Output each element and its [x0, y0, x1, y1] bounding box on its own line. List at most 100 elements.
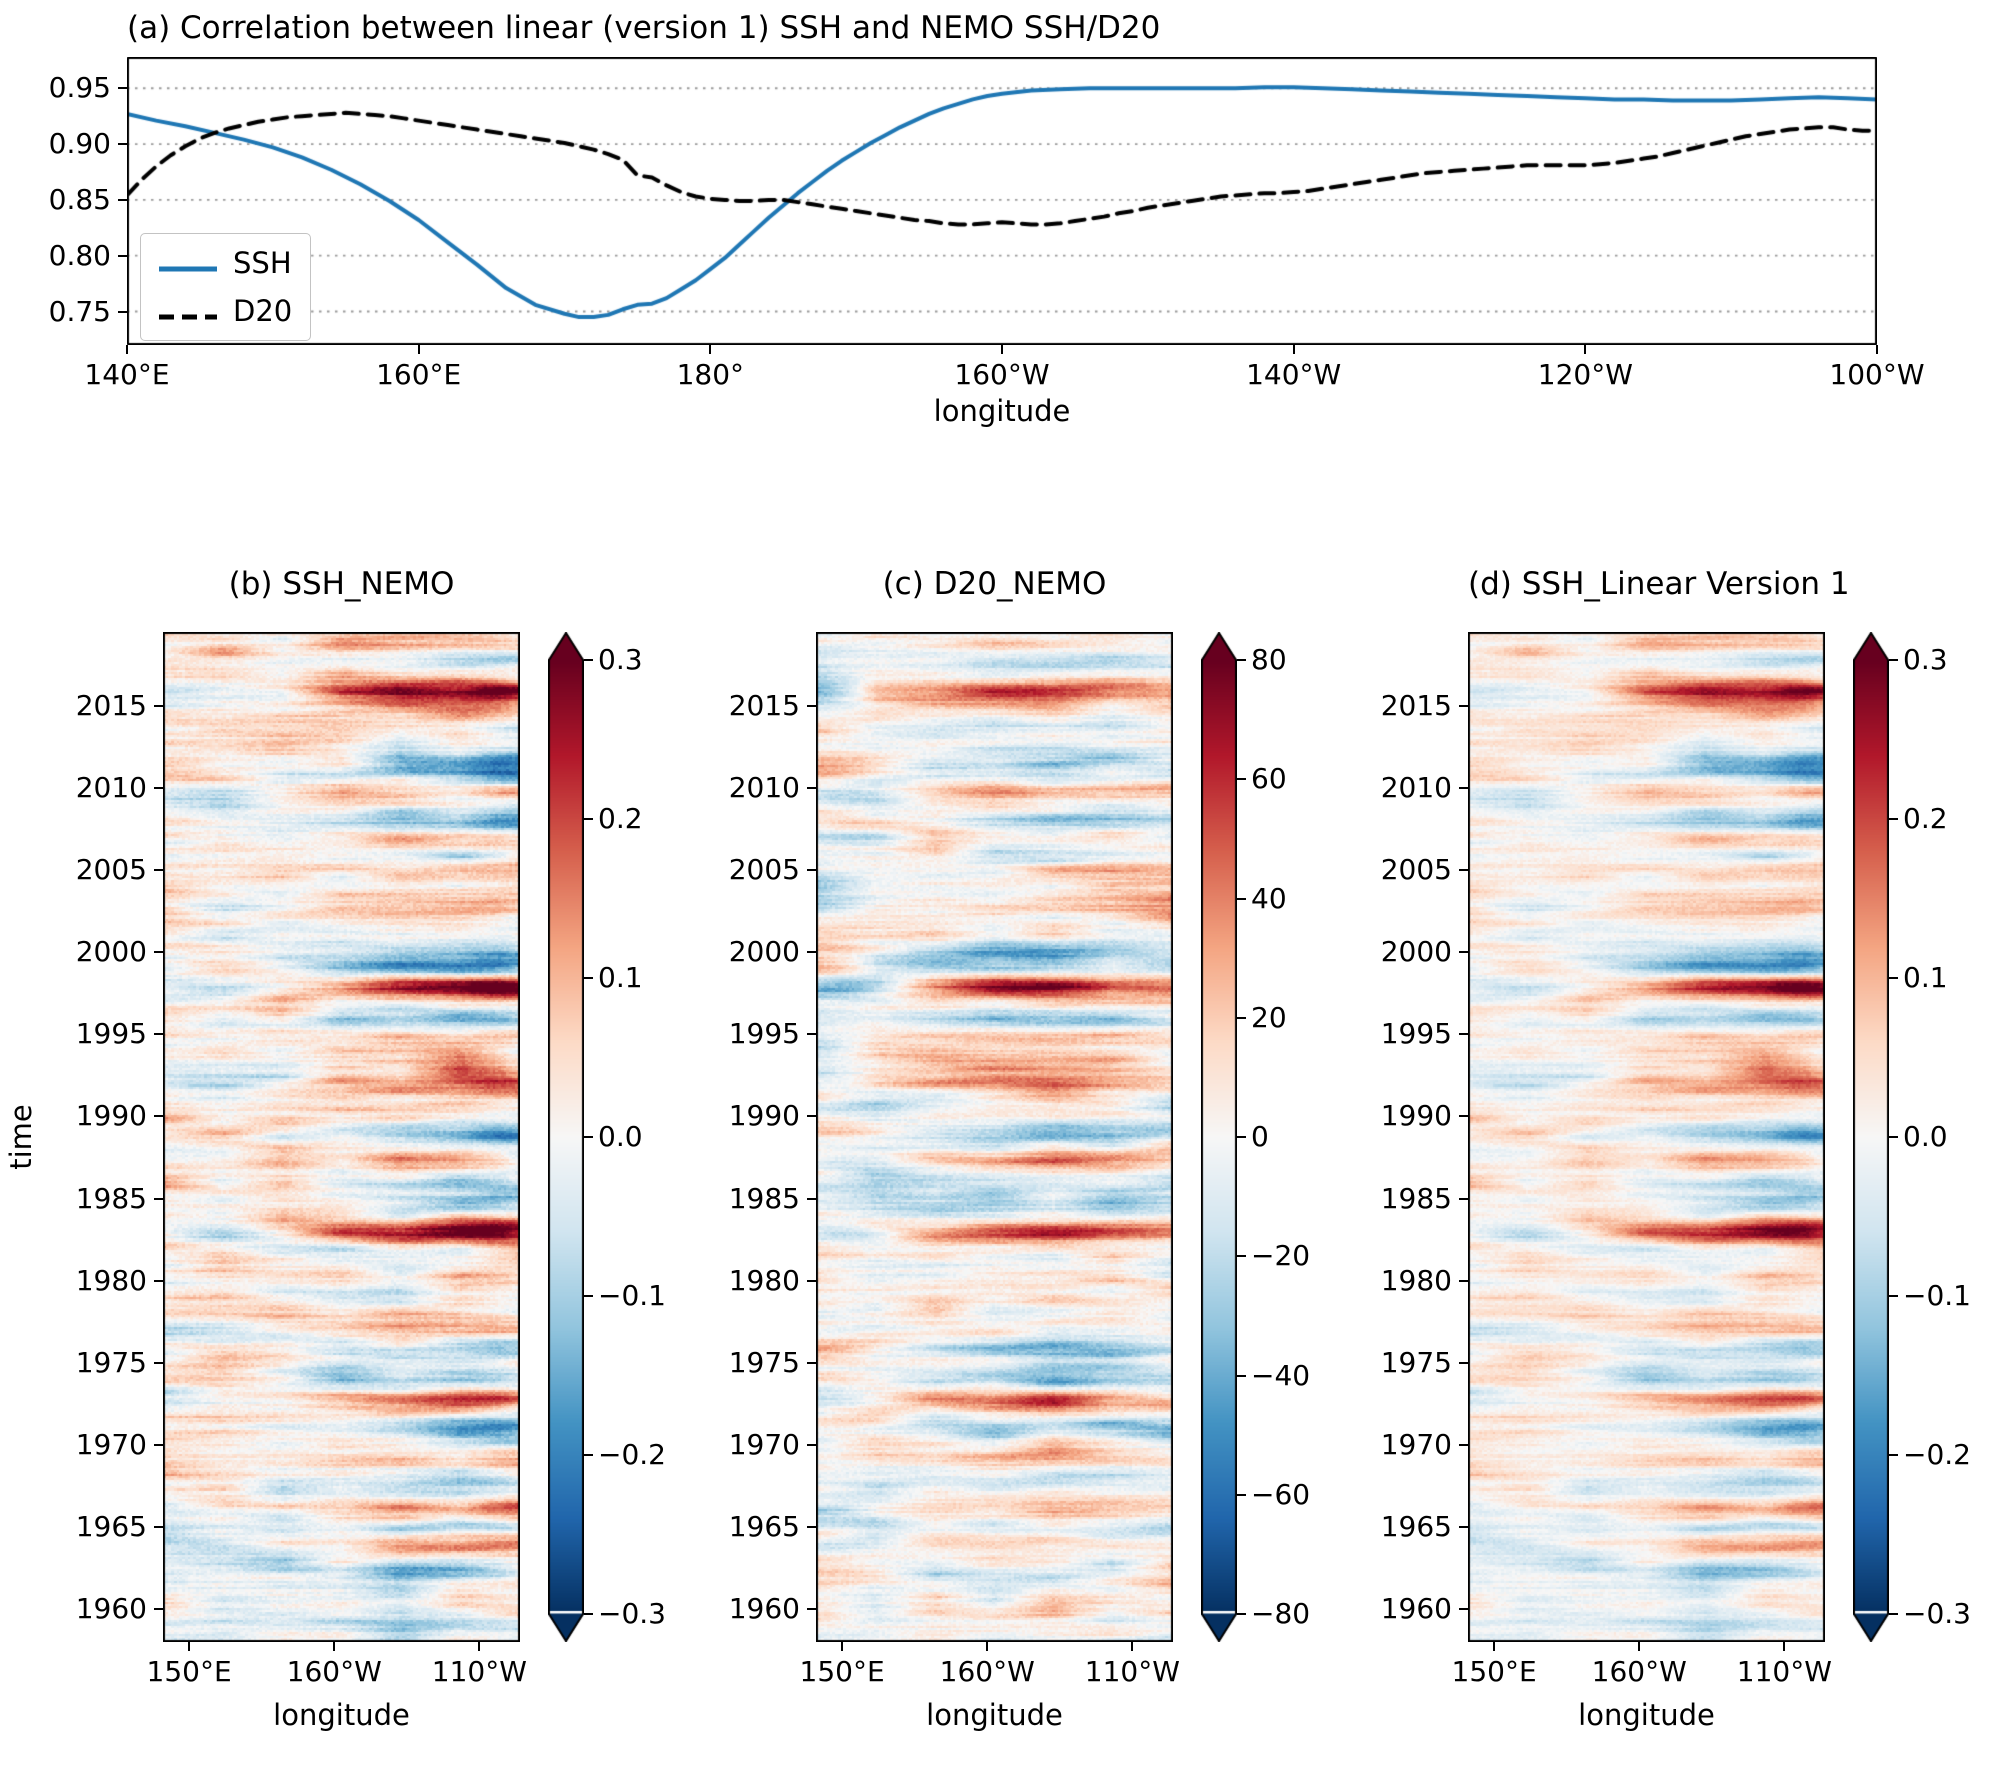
tick-mark: [1237, 1613, 1246, 1615]
tick-mark: [333, 1642, 336, 1651]
colorbar-tick-label: −60: [1251, 1477, 1311, 1511]
tick-mark: [118, 87, 127, 90]
legend-item-ssh: SSH: [159, 246, 292, 280]
tick-mark: [1889, 1295, 1898, 1297]
tick-mark: [154, 1526, 163, 1529]
tick-mark: [584, 1613, 593, 1615]
panel-b-xlabel: longitude: [273, 1698, 410, 1732]
heatmap-y-tick-label: 1985: [728, 1181, 800, 1215]
tick-mark: [118, 254, 127, 257]
heatmap-y-tick-label: 1965: [75, 1510, 147, 1544]
tick-mark: [1889, 1454, 1898, 1456]
tick-mark: [154, 1033, 163, 1036]
tick-mark: [1493, 1642, 1496, 1651]
panel-d-xlabel: longitude: [1578, 1698, 1715, 1732]
tick-mark: [807, 787, 816, 790]
heatmap-y-tick-label: 1960: [728, 1592, 800, 1626]
tick-mark: [1459, 1115, 1468, 1118]
heatmap-x-tick-label: 110°W: [431, 1655, 527, 1688]
panel-c-title: (c) D20_NEMO: [882, 566, 1107, 602]
tick-mark: [154, 1197, 163, 1200]
tick-mark: [1459, 1608, 1468, 1611]
tick-mark: [1459, 1443, 1468, 1446]
tick-mark: [1237, 1136, 1246, 1138]
tick-mark: [1237, 1493, 1246, 1496]
heatmap-y-tick-label: 1995: [728, 1017, 800, 1051]
colorbar-tick-label: 0.3: [1903, 643, 1948, 676]
colorbar-tick-label: 60: [1251, 762, 1287, 796]
heatmap-y-tick-label: 2000: [1380, 935, 1452, 969]
heatmap-y-tick-label: 1975: [728, 1345, 800, 1379]
tick-mark: [1237, 659, 1246, 661]
tick-mark: [1889, 977, 1898, 979]
panel-a-x-tick-label: 160°E: [376, 358, 462, 391]
legend-label-ssh: SSH: [233, 246, 292, 280]
heatmap-y-tick-label: 2015: [75, 688, 147, 722]
heatmap-x-tick-label: 160°W: [939, 1655, 1035, 1688]
tick-mark: [1889, 818, 1898, 820]
tick-mark: [584, 1295, 593, 1297]
tick-mark: [1459, 1279, 1468, 1282]
panel-d-colorbar: [1853, 632, 1889, 1642]
heatmap-y-tick-label: 2015: [728, 688, 800, 722]
panel-d-title: (d) SSH_Linear Version 1: [1468, 566, 1850, 602]
panel-a-title: (a) Correlation between linear (version …: [127, 10, 1161, 46]
tick-mark: [1001, 345, 1003, 354]
tick-mark: [1889, 659, 1898, 661]
tick-mark: [584, 1136, 593, 1138]
heatmap-y-tick-label: 1995: [75, 1017, 147, 1051]
panel-c-heatmap: [816, 632, 1173, 1642]
legend-label-d20: D20: [233, 294, 293, 328]
colorbar-tick-label: 0.2: [1903, 802, 1948, 835]
tick-mark: [154, 1361, 163, 1364]
tick-mark: [584, 1454, 593, 1456]
tick-mark: [126, 345, 128, 354]
tick-mark: [807, 1279, 816, 1282]
heatmap-y-tick-label: 1975: [75, 1345, 147, 1379]
d20-line-sample: [159, 294, 217, 328]
tick-mark: [1584, 345, 1587, 354]
heatmap-y-tick-label: 1980: [1380, 1263, 1452, 1297]
heatmap-y-tick-label: 1990: [75, 1099, 147, 1133]
tick-mark: [1638, 1642, 1641, 1651]
heatmap-y-tick-label: 1990: [728, 1099, 800, 1133]
colorbar-tick-label: 0.3: [598, 643, 643, 676]
tick-mark: [154, 1279, 163, 1282]
tick-mark: [154, 1443, 163, 1446]
tick-mark: [584, 977, 593, 979]
colorbar-tick-label: 0.0: [1903, 1120, 1948, 1153]
heatmap-y-tick-label: 1990: [1380, 1099, 1452, 1133]
heatmap-x-tick-label: 150°E: [1451, 1655, 1537, 1688]
heatmap-y-tick-label: 1985: [75, 1181, 147, 1215]
panel-a-x-tick-label: 160°W: [954, 358, 1050, 391]
panel-a-x-tick-label: 100°W: [1829, 358, 1925, 391]
tick-mark: [1292, 345, 1295, 354]
colorbar-tick-label: −0.2: [1903, 1438, 1971, 1471]
heatmap-y-tick-label: 2010: [1380, 771, 1452, 805]
tick-mark: [1459, 787, 1468, 790]
panel-a-x-tick-label: 140°E: [84, 358, 170, 391]
tick-mark: [1876, 345, 1878, 354]
tick-mark: [188, 1642, 191, 1651]
tick-mark: [807, 1033, 816, 1036]
heatmap-y-tick-label: 1965: [728, 1510, 800, 1544]
heatmap-y-tick-label: 1970: [75, 1427, 147, 1461]
tick-mark: [1459, 1033, 1468, 1036]
time-axis-label: time: [4, 1104, 38, 1170]
tick-mark: [478, 1642, 481, 1651]
tick-mark: [154, 869, 163, 872]
panel-c-colorbar: [1201, 632, 1237, 1642]
heatmap-y-tick-label: 2010: [728, 771, 800, 805]
tick-mark: [1237, 897, 1246, 900]
tick-mark: [807, 1443, 816, 1446]
panel-a-x-tick-label: 140°W: [1246, 358, 1342, 391]
heatmap-x-tick-label: 110°W: [1084, 1655, 1180, 1688]
tick-mark: [1889, 1136, 1898, 1138]
heatmap-y-tick-label: 2000: [75, 935, 147, 969]
tick-mark: [584, 818, 593, 820]
panel-a-x-tick-label: 120°W: [1537, 358, 1633, 391]
colorbar-tick-label: −0.3: [1903, 1597, 1971, 1630]
tick-mark: [417, 345, 420, 354]
tick-mark: [1459, 1197, 1468, 1200]
tick-mark: [154, 1608, 163, 1611]
